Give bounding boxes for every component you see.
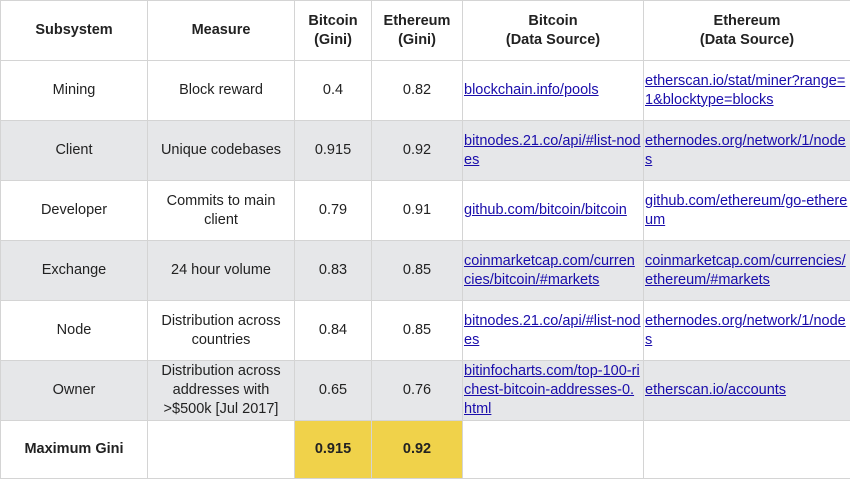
measure-cell: Distribution across countries [148, 301, 295, 361]
ethereum-max-gini: 0.92 [372, 421, 463, 479]
bitcoin-source-cell: bitnodes.21.co/api/#list-nodes [463, 301, 644, 361]
empty-cell [148, 421, 295, 479]
ethereum-source-cell: github.com/ethereum/go-ethereum [644, 181, 850, 241]
maximum-gini-label: Maximum Gini [1, 421, 148, 479]
bitcoin-source-link[interactable]: bitnodes.21.co/api/#list-nodes [464, 133, 641, 168]
ethereum-source-link[interactable]: github.com/ethereum/go-ethereum [645, 193, 847, 228]
bitcoin-source-cell: github.com/bitcoin/bitcoin [463, 181, 644, 241]
ethereum-gini-cell: 0.76 [372, 361, 463, 421]
bitcoin-gini-cell: 0.4 [295, 61, 372, 121]
subsystem-cell: Owner [1, 361, 148, 421]
table-row: Developer Commits to main client 0.79 0.… [1, 181, 850, 241]
subsystem-cell: Client [1, 121, 148, 181]
ethereum-gini-cell: 0.92 [372, 121, 463, 181]
bitcoin-source-cell: bitnodes.21.co/api/#list-nodes [463, 121, 644, 181]
bitcoin-source-link[interactable]: blockchain.info/pools [464, 82, 599, 98]
header-bitcoin-gini: Bitcoin(Gini) [295, 1, 372, 61]
ethereum-gini-cell: 0.82 [372, 61, 463, 121]
header-row: Subsystem Measure Bitcoin(Gini) Ethereum… [1, 1, 850, 61]
bitcoin-gini-cell: 0.65 [295, 361, 372, 421]
measure-cell: Distribution across addresses with >$500… [148, 361, 295, 421]
bitcoin-gini-cell: 0.83 [295, 241, 372, 301]
bitcoin-source-link[interactable]: coinmarketcap.com/currencies/bitcoin/#ma… [464, 253, 635, 288]
measure-cell: 24 hour volume [148, 241, 295, 301]
subsystem-cell: Mining [1, 61, 148, 121]
maximum-gini-row: Maximum Gini 0.915 0.92 [1, 421, 850, 479]
header-bitcoin-source: Bitcoin(Data Source) [463, 1, 644, 61]
bitcoin-source-cell: coinmarketcap.com/currencies/bitcoin/#ma… [463, 241, 644, 301]
header-ethereum-source: Ethereum(Data Source) [644, 1, 850, 61]
header-subsystem: Subsystem [1, 1, 148, 61]
bitcoin-gini-cell: 0.915 [295, 121, 372, 181]
table-row: Client Unique codebases 0.915 0.92 bitno… [1, 121, 850, 181]
measure-cell: Block reward [148, 61, 295, 121]
ethereum-gini-cell: 0.85 [372, 241, 463, 301]
table-row: Mining Block reward 0.4 0.82 blockchain.… [1, 61, 850, 121]
bitcoin-gini-cell: 0.84 [295, 301, 372, 361]
ethereum-source-link[interactable]: ethernodes.org/network/1/nodes [645, 313, 846, 348]
ethereum-source-cell: etherscan.io/stat/miner?range=1&blocktyp… [644, 61, 850, 121]
ethereum-source-link[interactable]: coinmarketcap.com/currencies/ethereum/#m… [645, 253, 846, 288]
table-row: Owner Distribution across addresses with… [1, 361, 850, 421]
ethereum-source-cell: coinmarketcap.com/currencies/ethereum/#m… [644, 241, 850, 301]
ethereum-source-cell: ethernodes.org/network/1/nodes [644, 301, 850, 361]
measure-cell: Commits to main client [148, 181, 295, 241]
ethereum-source-link[interactable]: etherscan.io/accounts [645, 382, 786, 398]
bitcoin-source-cell: bitinfocharts.com/top-100-richest-bitcoi… [463, 361, 644, 421]
subsystem-cell: Exchange [1, 241, 148, 301]
ethereum-gini-cell: 0.85 [372, 301, 463, 361]
empty-cell [463, 421, 644, 479]
bitcoin-source-link[interactable]: github.com/bitcoin/bitcoin [464, 202, 627, 218]
empty-cell [644, 421, 850, 479]
table-row: Node Distribution across countries 0.84 … [1, 301, 850, 361]
header-ethereum-gini: Ethereum(Gini) [372, 1, 463, 61]
header-measure: Measure [148, 1, 295, 61]
subsystem-cell: Developer [1, 181, 148, 241]
ethereum-gini-cell: 0.91 [372, 181, 463, 241]
ethereum-source-link[interactable]: etherscan.io/stat/miner?range=1&blocktyp… [645, 73, 845, 108]
bitcoin-source-cell: blockchain.info/pools [463, 61, 644, 121]
bitcoin-source-link[interactable]: bitinfocharts.com/top-100-richest-bitcoi… [464, 363, 640, 417]
ethereum-source-cell: etherscan.io/accounts [644, 361, 850, 421]
bitcoin-max-gini: 0.915 [295, 421, 372, 479]
table-row: Exchange 24 hour volume 0.83 0.85 coinma… [1, 241, 850, 301]
ethereum-source-cell: ethernodes.org/network/1/nodes [644, 121, 850, 181]
measure-cell: Unique codebases [148, 121, 295, 181]
bitcoin-gini-cell: 0.79 [295, 181, 372, 241]
bitcoin-source-link[interactable]: bitnodes.21.co/api/#list-nodes [464, 313, 641, 348]
subsystem-cell: Node [1, 301, 148, 361]
ethereum-source-link[interactable]: ethernodes.org/network/1/nodes [645, 133, 846, 168]
